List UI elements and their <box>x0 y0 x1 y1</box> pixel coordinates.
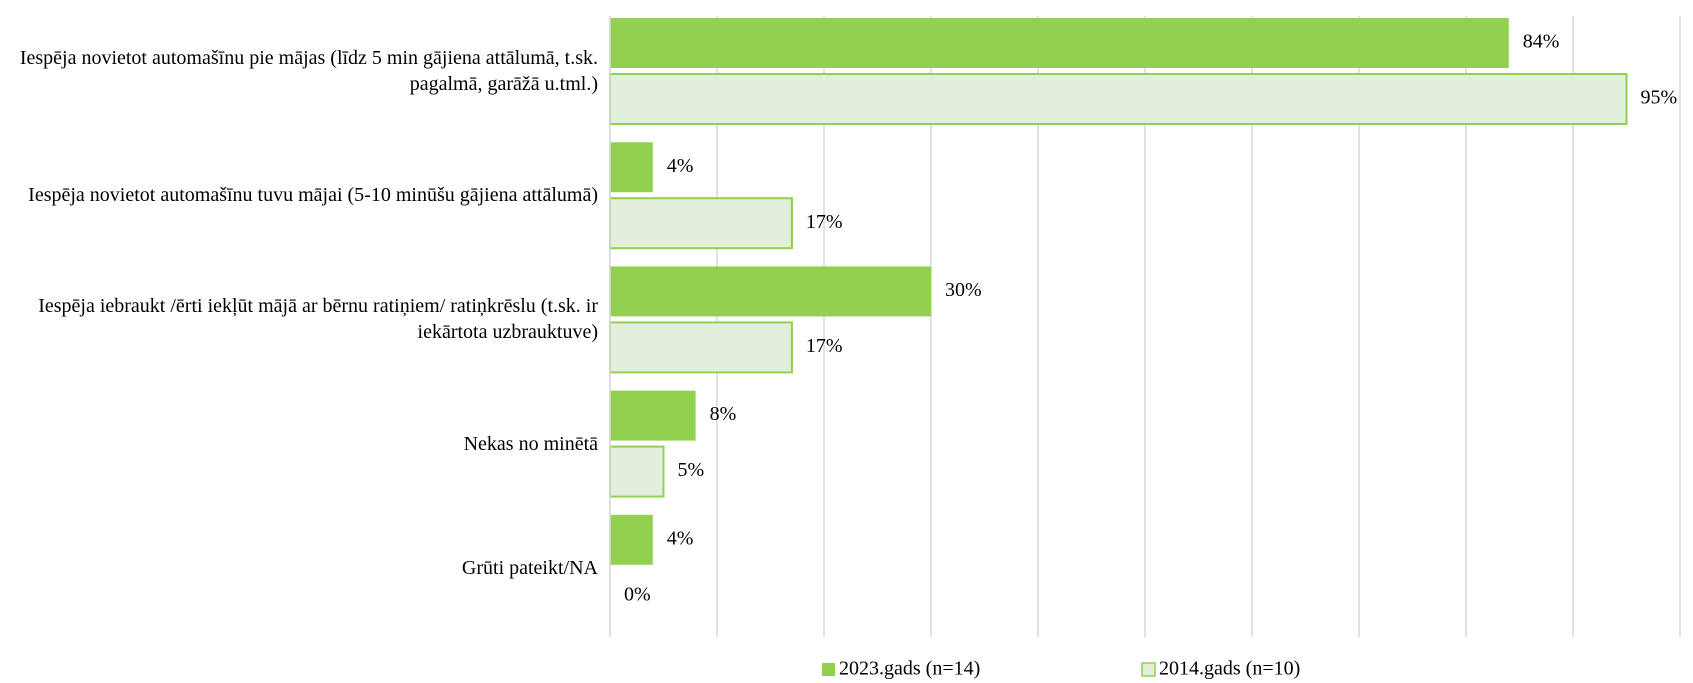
legend-label: 2014.gads (n=10) <box>1159 658 1300 680</box>
bar <box>610 142 653 193</box>
value-label: 8% <box>710 403 737 425</box>
value-label: 84% <box>1523 31 1560 53</box>
bar <box>610 266 931 317</box>
value-label: 4% <box>667 527 694 549</box>
category-label: Nekas no minētā <box>463 432 598 455</box>
bar <box>609 445 665 498</box>
category-label: Iespēja novietot automašīnu tuvu mājai (… <box>28 184 598 207</box>
bar <box>610 18 1509 68</box>
category-label: Iespēja iebraukt /ērti iekļūt mājā ar bē… <box>38 295 598 344</box>
value-label: 17% <box>806 335 843 357</box>
bar <box>609 321 793 374</box>
bar <box>610 514 653 565</box>
value-label: 30% <box>945 279 982 301</box>
category-label: Iespēja novietot automašīnu pie mājas (l… <box>19 47 598 95</box>
bar <box>609 197 793 250</box>
value-label: 5% <box>678 459 705 481</box>
value-label: 17% <box>806 211 843 233</box>
legend-swatch <box>1141 662 1156 677</box>
bar <box>609 73 1628 125</box>
bar <box>610 390 696 441</box>
value-label: 0% <box>624 583 651 605</box>
value-label: 95% <box>1641 87 1678 109</box>
value-label: 4% <box>667 155 694 177</box>
category-label: Grūti pateikt/NA <box>461 556 598 579</box>
legend-label: 2023.gads (n=14) <box>839 658 980 680</box>
legend-swatch <box>822 663 835 676</box>
